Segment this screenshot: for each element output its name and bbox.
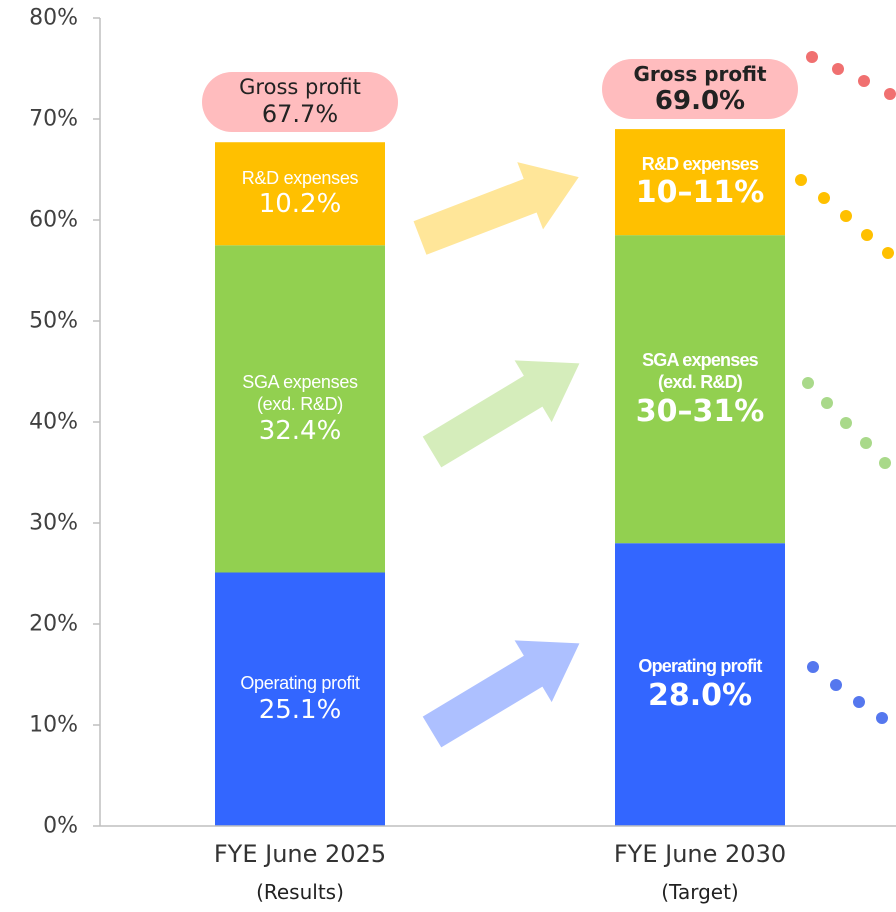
- series-name: SGA expenses (exd. R&D): [642, 349, 759, 393]
- value-label: 30–31%: [635, 393, 765, 429]
- segment-label: Operating profit 28.0%: [615, 543, 785, 826]
- y-tick-label: 60%: [29, 207, 78, 233]
- dot: [861, 229, 873, 241]
- segment-label: R&D expenses 10.2%: [215, 142, 385, 245]
- y-tick-label: 80%: [29, 5, 78, 31]
- value-label: 32.4%: [258, 415, 342, 446]
- dot: [876, 712, 888, 724]
- x-tick-label: FYE June 2030: [613, 840, 787, 868]
- dot: [860, 437, 872, 449]
- dot: [802, 377, 814, 389]
- series-name: Operating profit: [638, 656, 762, 677]
- y-tick-label: 50%: [29, 308, 78, 334]
- bar-segment: [215, 245, 385, 573]
- bar-segment: [615, 129, 785, 236]
- dot: [853, 696, 865, 708]
- dot: [840, 210, 852, 222]
- series-name: SGA expenses (exd. R&D): [242, 371, 358, 415]
- dot: [830, 679, 842, 691]
- y-tick-label: 20%: [29, 611, 78, 637]
- total-name: Gross profit: [633, 61, 767, 86]
- y-tick-label: 70%: [29, 106, 78, 132]
- arrow: [422, 360, 580, 468]
- x-tick-note: (Results): [256, 880, 344, 904]
- total-value-label: 69.0%: [654, 85, 746, 116]
- bar-segment: [615, 543, 785, 826]
- value-label: 10.2%: [258, 189, 342, 220]
- total-name: Gross profit: [239, 75, 361, 100]
- dot: [882, 247, 894, 259]
- dot: [840, 417, 852, 429]
- dot: [807, 661, 819, 673]
- dot: [795, 174, 807, 186]
- bar-segment: [615, 235, 785, 544]
- total-value-label: 67.7%: [261, 100, 339, 129]
- x-tick-label: FYE June 2025: [213, 840, 387, 868]
- dot: [818, 192, 830, 204]
- dot: [879, 457, 891, 469]
- x-tick-note: (Target): [661, 880, 739, 904]
- y-tick-label: 40%: [29, 409, 78, 435]
- value-label: 10–11%: [635, 175, 765, 211]
- segment-label: SGA expenses (exd. R&D) 30–31%: [615, 235, 785, 543]
- total-label: Gross profit 67.7%: [202, 72, 398, 133]
- dots: [795, 51, 896, 724]
- value-label: 25.1%: [258, 694, 342, 725]
- y-tick-label: 10%: [29, 712, 78, 738]
- dot: [832, 63, 844, 75]
- dot: [806, 51, 818, 63]
- total-label: Gross profit 69.0%: [602, 59, 798, 120]
- segment-label: SGA expenses (exd. R&D) 32.4%: [215, 245, 385, 572]
- dot: [821, 397, 833, 409]
- series-name: R&D expenses: [641, 153, 759, 174]
- arrow: [422, 640, 580, 748]
- dot: [858, 75, 870, 87]
- bar-segment: [215, 142, 385, 246]
- y-tick-label: 0%: [43, 813, 78, 839]
- bar-segment: [215, 572, 385, 826]
- series-name: R&D expenses: [241, 167, 359, 188]
- value-label: 28.0%: [647, 677, 753, 713]
- series-name: Operating profit: [240, 673, 360, 694]
- arrows: [413, 162, 580, 748]
- segment-label: R&D expenses 10–11%: [615, 129, 785, 235]
- arrow: [413, 162, 579, 255]
- dot: [884, 88, 896, 100]
- segment-label: Operating profit 25.1%: [215, 572, 385, 826]
- y-tick-label: 30%: [29, 510, 78, 536]
